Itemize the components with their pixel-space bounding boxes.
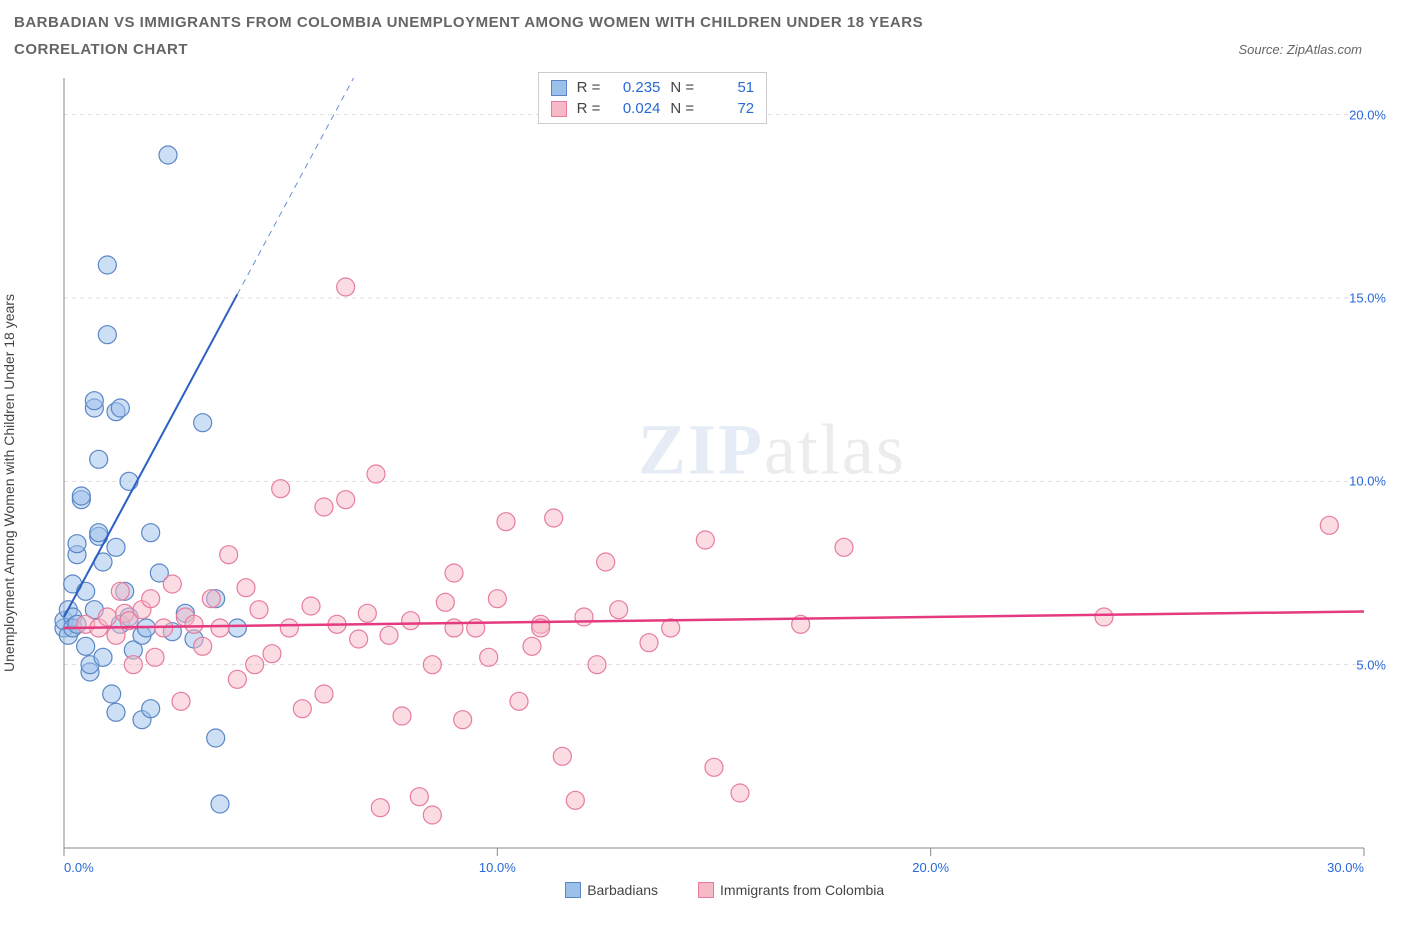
legend-n-label: N =	[670, 100, 694, 117]
legend-n-value-0: 51	[704, 79, 754, 96]
x-tick-label: 20.0%	[912, 860, 949, 875]
legend-swatch-icon	[565, 882, 581, 898]
legend-label: Barbadians	[587, 882, 658, 898]
legend-r-value-1: 0.024	[610, 100, 660, 117]
correlation-legend: R = 0.235 N = 51 R = 0.024 N = 72	[538, 72, 768, 124]
chart-title: BARBADIAN VS IMMIGRANTS FROM COLOMBIA UN…	[14, 14, 1392, 31]
x-tick-label: 0.0%	[64, 860, 94, 875]
chart-subtitle: CORRELATION CHART	[14, 41, 188, 58]
legend-swatch-icon	[698, 882, 714, 898]
source-label: Source: ZipAtlas.com	[1238, 42, 1362, 57]
legend-n-value-1: 72	[704, 100, 754, 117]
legend-r-label: R =	[577, 79, 601, 96]
x-tick-label: 10.0%	[479, 860, 516, 875]
y-tick-label: 20.0%	[1349, 107, 1386, 122]
scatter-plot	[14, 68, 1392, 868]
legend-swatch-barbadians	[551, 80, 567, 96]
y-axis-label: Unemployment Among Women with Children U…	[1, 294, 17, 672]
subtitle-row: CORRELATION CHART Source: ZipAtlas.com	[14, 41, 1392, 58]
y-tick-label: 5.0%	[1356, 657, 1386, 672]
legend-n-label: N =	[670, 79, 694, 96]
series-legend: Barbadians Immigrants from Colombia	[565, 882, 884, 898]
legend-r-value-0: 0.235	[610, 79, 660, 96]
legend-swatch-colombia	[551, 101, 567, 117]
chart-area: Unemployment Among Women with Children U…	[14, 68, 1392, 898]
x-tick-label: 30.0%	[1327, 860, 1364, 875]
legend-label: Immigrants from Colombia	[720, 882, 884, 898]
legend-item-colombia: Immigrants from Colombia	[698, 882, 884, 898]
y-tick-label: 10.0%	[1349, 474, 1386, 489]
legend-item-barbadians: Barbadians	[565, 882, 658, 898]
legend-r-label: R =	[577, 100, 601, 117]
y-tick-label: 15.0%	[1349, 291, 1386, 306]
